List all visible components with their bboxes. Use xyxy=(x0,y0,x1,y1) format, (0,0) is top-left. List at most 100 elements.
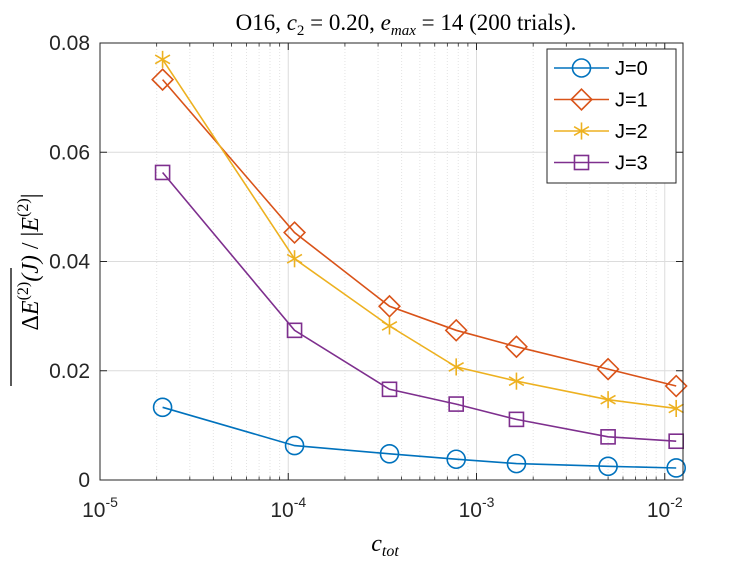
legend-item-j3: J=3 xyxy=(554,153,648,175)
circle-marker xyxy=(152,397,173,418)
data-point-marker xyxy=(154,50,171,68)
y-axis-label: ΔE(2)(J) / |E(2)| xyxy=(15,193,44,330)
diamond-marker xyxy=(504,335,528,359)
data-point-marker xyxy=(444,318,468,342)
legend-label: J=2 xyxy=(615,121,648,143)
data-point-marker xyxy=(573,122,590,140)
diamond-marker xyxy=(151,68,175,92)
circle-marker xyxy=(284,435,305,456)
title-c2-symbol: c xyxy=(287,10,297,35)
ylabel-denom-sup: (2) xyxy=(15,198,32,217)
data-point-marker xyxy=(600,391,616,409)
title-prefix: O16, xyxy=(236,10,287,35)
legend: J=0 J=1 J=2 J=3 xyxy=(546,48,677,184)
legend-item-j2: J=2 xyxy=(554,121,648,143)
data-point-marker xyxy=(151,68,175,92)
diamond-marker xyxy=(444,318,468,342)
ylabel-denom-open: | xyxy=(18,232,44,237)
xlabel-sub: tot xyxy=(382,543,399,560)
asterisk-stroke xyxy=(508,376,525,387)
x-tick-base: 10 xyxy=(459,499,482,522)
ticks: 10-5 10-4 10-3 10-200.020.040.060.08 xyxy=(49,32,683,522)
x-axis-label: ctot xyxy=(371,531,399,560)
ylabel-e: E xyxy=(18,300,44,316)
x-tick-label: 10-2 xyxy=(647,494,683,522)
data-point-marker xyxy=(381,317,398,335)
x-tick-exponent: -4 xyxy=(294,494,307,510)
data-point-marker xyxy=(668,399,684,417)
legend-label: J=3 xyxy=(615,153,648,175)
series-layer xyxy=(151,50,688,478)
y-tick-label: 0.04 xyxy=(49,251,90,274)
data-point-marker xyxy=(448,396,465,412)
title-emax-sub: max xyxy=(391,23,416,39)
legend-label: J=0 xyxy=(615,58,648,80)
chart-title: O16, c2 = 0.20, emax = 14 (200 trials). xyxy=(236,10,577,39)
data-point-marker xyxy=(596,357,620,381)
x-tick-base: 10 xyxy=(82,499,105,522)
title-emax-symbol: e xyxy=(381,10,391,35)
legend-box xyxy=(546,48,677,184)
circle-marker xyxy=(506,453,527,474)
ylabel-delta: Δ xyxy=(18,315,44,330)
data-point-marker xyxy=(448,358,464,376)
data-point-marker xyxy=(284,435,305,456)
x-tick-base: 10 xyxy=(270,499,293,522)
series-j0 xyxy=(152,397,686,478)
square-marker xyxy=(573,154,590,171)
data-point-marker xyxy=(286,250,303,268)
data-point-marker xyxy=(283,221,307,245)
series-j3 xyxy=(154,164,685,450)
data-point-marker xyxy=(446,449,466,470)
diamond-marker xyxy=(283,221,307,245)
asterisk-stroke xyxy=(154,54,171,65)
y-axis-label-group: ΔE(2)(J) / |E(2)| xyxy=(10,193,44,386)
y-tick-label: 0.06 xyxy=(49,141,90,164)
series-line-j3 xyxy=(161,171,677,442)
data-point-marker xyxy=(600,429,616,445)
y-tick-label: 0.02 xyxy=(49,360,90,383)
data-point-marker xyxy=(379,443,400,464)
square-marker xyxy=(508,411,525,428)
square-marker xyxy=(381,381,398,398)
asterisk-stroke xyxy=(668,403,684,414)
y-tick-label: 0.08 xyxy=(49,32,90,55)
series-line-j1 xyxy=(161,79,677,387)
data-point-marker xyxy=(381,381,398,398)
asterisk-stroke xyxy=(573,126,590,136)
x-tick-label: 10-3 xyxy=(459,494,495,522)
square-marker xyxy=(600,429,616,445)
ylabel-sup: (2) xyxy=(15,282,32,301)
x-tick-exponent: -5 xyxy=(105,494,118,510)
asterisk-stroke xyxy=(600,394,616,405)
title-emax-value: = 14 (200 trials). xyxy=(416,10,577,35)
data-point-marker xyxy=(570,88,593,111)
x-tick-base: 10 xyxy=(647,499,670,522)
diamond-marker xyxy=(570,88,593,111)
x-tick-exponent: -2 xyxy=(670,494,683,510)
series-j1 xyxy=(151,68,688,398)
data-point-marker xyxy=(152,397,173,418)
x-tick-exponent: -3 xyxy=(482,494,495,510)
circle-marker xyxy=(666,458,686,478)
xlabel-symbol: c xyxy=(371,531,382,557)
x-tick-label: 10-4 xyxy=(270,494,306,522)
title-c2-value: = 0.20, xyxy=(304,10,380,35)
data-point-marker xyxy=(378,294,401,318)
data-point-marker xyxy=(506,453,527,474)
x-tick-label: 10-5 xyxy=(82,494,118,522)
circle-marker xyxy=(598,456,618,477)
data-point-marker xyxy=(573,154,590,171)
data-point-marker xyxy=(508,411,525,428)
data-point-marker xyxy=(508,372,525,390)
series-line-j0 xyxy=(162,406,677,469)
ylabel-denom-e: E xyxy=(18,217,44,233)
square-marker xyxy=(286,322,303,339)
asterisk-stroke xyxy=(448,361,464,372)
data-point-marker xyxy=(504,335,528,359)
circle-marker xyxy=(446,449,466,470)
circle-marker xyxy=(571,58,592,78)
data-point-marker xyxy=(571,58,592,78)
